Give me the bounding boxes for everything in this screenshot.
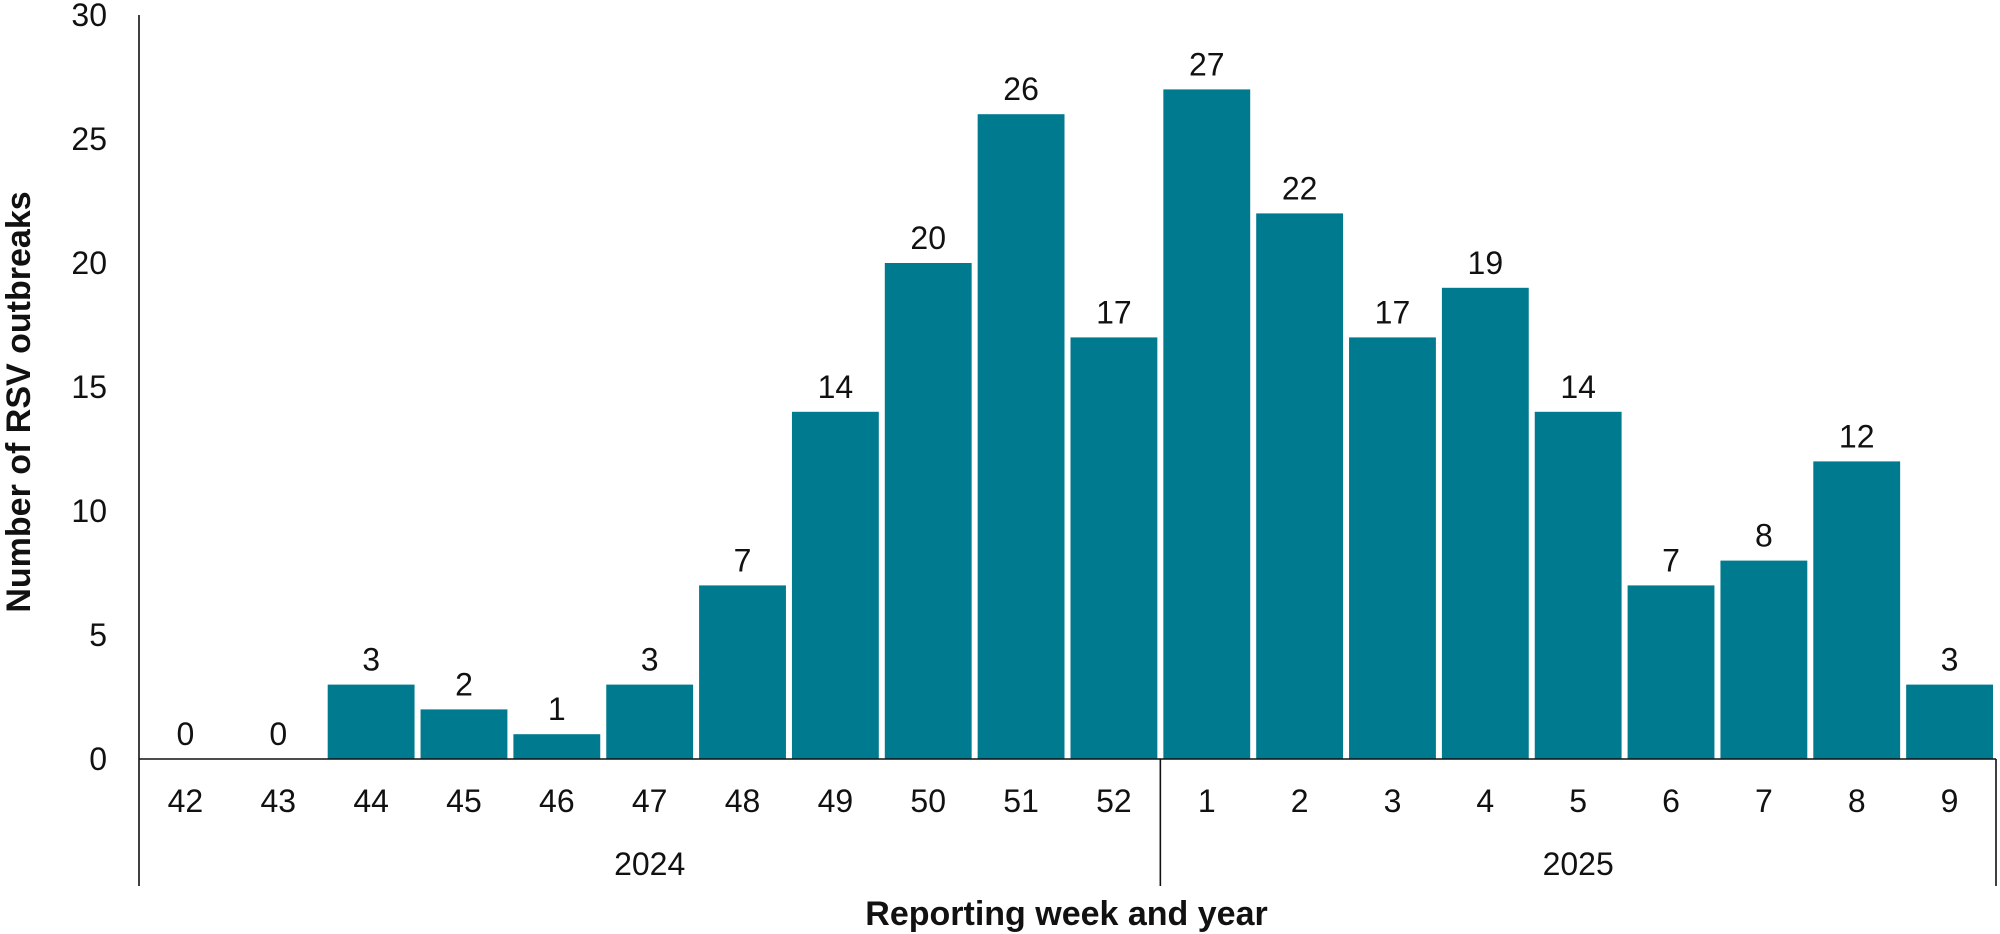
year-group-separators [1159, 759, 1997, 886]
x-tick-labels: 42 43 44 45 46 47 48 49 50 51 52 1 2 3 4 5 6 7 8 9 [168, 783, 1959, 819]
bar-value-label: 27 [1189, 46, 1225, 82]
bar-value-label: 1 [548, 691, 566, 727]
bar [420, 709, 508, 759]
bar [1441, 287, 1529, 759]
x-tick-label: 5 [1569, 783, 1587, 819]
bar-value-label: 19 [1468, 245, 1504, 281]
bar-value-label: 0 [269, 716, 287, 752]
bar [1163, 89, 1251, 759]
x-tick-label: 48 [725, 783, 761, 819]
bar-value-label: 26 [1003, 71, 1039, 107]
bar [884, 263, 972, 759]
bar [1070, 337, 1158, 759]
bar [1906, 684, 1993, 759]
y-tick-label: 15 [71, 369, 107, 405]
bar [791, 411, 879, 759]
x-tick-label: 2 [1291, 783, 1309, 819]
bar [1349, 337, 1436, 759]
bar-value-label: 2 [455, 666, 473, 702]
bar [977, 114, 1065, 759]
x-tick-label: 50 [910, 783, 946, 819]
bar [1627, 585, 1715, 759]
y-axis-title: Number of RSV outbreaks [0, 191, 38, 612]
y-tick-label: 25 [71, 121, 107, 157]
x-tick-label: 52 [1096, 783, 1132, 819]
bar-value-label: 3 [1941, 642, 1959, 678]
bar-value-label: 3 [362, 642, 380, 678]
y-tick-label: 20 [71, 245, 107, 281]
y-tick-label: 10 [71, 493, 107, 529]
year-group-labels: 2024 2025 [614, 846, 1614, 882]
x-axis-title: Reporting week and year [865, 895, 1267, 933]
y-tick-label: 5 [89, 617, 107, 653]
x-axis: 42 43 44 45 46 47 48 49 50 51 52 1 2 3 4 5 6 7 8 9 2024 2025 [139, 758, 1997, 886]
bar [1813, 461, 1901, 759]
x-tick-label: 43 [260, 783, 296, 819]
x-tick-label: 51 [1003, 783, 1039, 819]
y-tick-label: 0 [89, 741, 107, 777]
x-tick-label: 4 [1476, 783, 1494, 819]
x-tick-label: 45 [446, 783, 482, 819]
y-tick-labels: 0 5 10 15 20 25 30 [71, 0, 107, 777]
bar-value-label: 8 [1755, 518, 1773, 554]
bar-value-label: 7 [734, 542, 752, 578]
bar-value-label: 20 [910, 220, 946, 256]
bar [699, 585, 786, 759]
bar [606, 684, 694, 759]
bar [513, 734, 601, 759]
x-tick-label: 47 [632, 783, 668, 819]
x-tick-label: 46 [539, 783, 575, 819]
x-tick-label: 8 [1848, 783, 1866, 819]
bar-value-label: 0 [177, 716, 195, 752]
bar-value-label: 3 [641, 642, 659, 678]
x-tick-label: 44 [353, 783, 389, 819]
x-tick-label: 1 [1198, 783, 1216, 819]
bar [1256, 213, 1344, 759]
x-tick-label: 42 [168, 783, 204, 819]
y-tick-label: 30 [71, 0, 107, 33]
x-tick-label: 3 [1384, 783, 1402, 819]
bar-value-label: 12 [1839, 418, 1875, 454]
x-tick-label: 49 [818, 783, 854, 819]
bar [327, 684, 415, 759]
bar-value-label: 14 [818, 369, 854, 405]
year-group-label: 2024 [614, 846, 685, 882]
bar-value-label: 22 [1282, 170, 1318, 206]
x-tick-label: 6 [1662, 783, 1680, 819]
y-axis: 0 5 10 15 20 25 30 [71, 0, 140, 886]
bar-value-label: 17 [1375, 294, 1411, 330]
bar [1720, 560, 1808, 759]
bar-value-label: 14 [1560, 369, 1596, 405]
bar-value-label: 17 [1096, 294, 1132, 330]
bar [1534, 411, 1622, 759]
x-tick-label: 7 [1755, 783, 1773, 819]
year-group-label: 2025 [1543, 846, 1614, 882]
x-tick-label: 9 [1941, 783, 1959, 819]
bar-value-label: 7 [1662, 542, 1680, 578]
bar-value-labels: 0 0 3 2 1 3 7 14 20 26 17 27 22 17 19 14 7 8 12 3 [177, 46, 1959, 752]
bars [327, 89, 1993, 759]
